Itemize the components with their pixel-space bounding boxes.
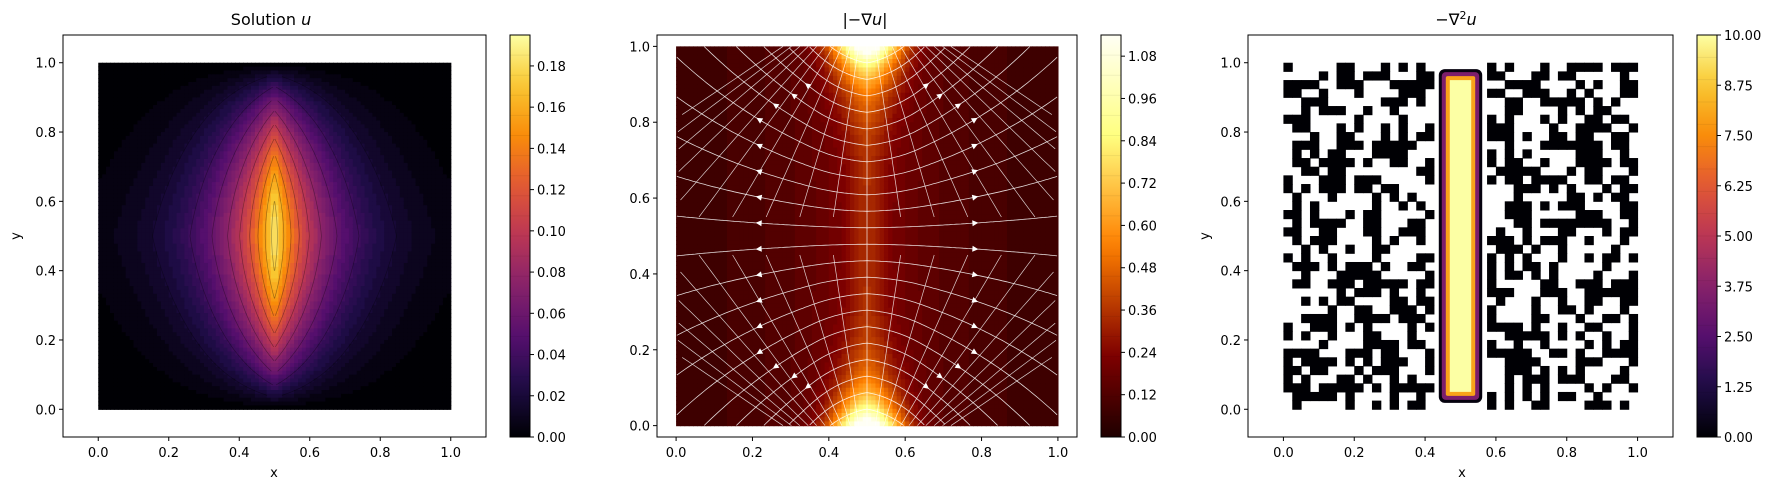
colorbar-tick-label: 0.00 [1128,431,1157,446]
ytick-label: 0.2 [35,334,56,349]
panel3-xlabel: x [1458,466,1466,481]
colorbar-tick-label: 0.12 [1128,389,1157,404]
colorbar-tick-label: 6.25 [1724,180,1753,195]
xtick-label: 0.0 [1273,446,1294,461]
colorbar-tick-label: 0.06 [537,307,566,322]
colorbar-tick-label: 7.50 [1724,130,1753,145]
ytick-label: 0.2 [1220,334,1241,349]
xtick-label: 0.2 [1344,446,1365,461]
colorbar-tick-label: 0.48 [1128,262,1157,277]
colorbar-tick-label: 0.00 [1724,431,1753,446]
colorbar-tick-label: 5.00 [1724,230,1753,245]
xtick-label: 0.6 [1486,446,1507,461]
xtick-label: 0.8 [971,446,992,461]
panel2-xticks: 0.0 0.2 0.4 0.6 0.8 1.0 [666,437,1069,461]
panel2-plot-area [676,46,1058,426]
panel2-title: |−∇u| [842,10,887,29]
panel3-ylabel: y [1198,232,1213,240]
colorbar-tick-label: 0.24 [1128,346,1157,361]
colorbar-tick-label: 0.04 [537,349,566,364]
colorbar-tick-label: 0.96 [1128,92,1157,107]
colorbar-tick-label: 3.75 [1724,280,1753,295]
xtick-label: 1.0 [1627,446,1648,461]
panel3-xticks: 0.0 0.2 0.4 0.6 0.8 1.0 [1273,437,1648,461]
panel3-yticks: 0.0 0.2 0.4 0.6 0.8 1.0 [1220,57,1248,419]
colorbar-tick-label: 8.75 [1724,79,1753,94]
xtick-label: 1.0 [440,446,461,461]
bright-band [1439,69,1482,403]
panel-laplacian: −∇2u 0.0 0.2 0.4 0.6 0.8 1.0 0.0 0.2 0.4 0.6 0.8 1… [1198,9,1761,481]
colorbar-tick-label: 0.60 [1128,219,1157,234]
colorbar-tick-label: 0.00 [537,431,566,446]
panel1-colorbar: 0.00 0.02 0.04 0.06 0.08 0.10 0.12 0.14 0.16 0.18 [510,35,566,446]
ytick-label: 1.0 [629,40,650,55]
ytick-label: 0.8 [629,116,650,131]
colorbar-tick-label: 10.00 [1724,29,1761,44]
xtick-label: 0.2 [742,446,763,461]
xtick-label: 0.2 [158,446,179,461]
panel3-title: −∇2u [1435,9,1476,29]
panel-gradient-magnitude: |−∇u| 0.0 0.2 0.4 0.6 0.8 1.0 0.0 0.2 0.4 0.6 0.8… [629,10,1157,461]
xtick-label: 0.8 [1556,446,1577,461]
ytick-label: 0.4 [629,268,650,283]
xtick-label: 0.4 [229,446,250,461]
colorbar-tick-label: 0.14 [537,142,566,157]
ytick-label: 0.0 [1220,403,1241,418]
xtick-label: 0.8 [370,446,391,461]
colorbar-tick-label: 0.16 [537,101,566,116]
ytick-label: 0.8 [35,126,56,141]
ytick-label: 0.8 [1220,126,1241,141]
xtick-label: 0.6 [895,446,916,461]
panel1-yticks: 0.0 0.2 0.4 0.6 0.8 1.0 [35,57,63,419]
colorbar-tick-label: 0.18 [537,60,566,75]
colorbar-tick-label: 0.10 [537,225,566,240]
colorbar-tick-label: 0.36 [1128,304,1157,319]
ytick-label: 0.2 [629,344,650,359]
ytick-label: 0.0 [35,403,56,418]
panel3-colorbar: 0.00 1.25 2.50 3.75 5.00 6.25 7.50 8.75 10.00 [1697,29,1761,446]
panel1-xticks: 0.0 0.2 0.4 0.6 0.8 1.0 [88,437,461,461]
panel2-colorbar: 0.00 0.12 0.24 0.36 0.48 0.60 0.72 0.84 0.96 1.08 [1101,35,1157,446]
panel1-ylabel: y [9,232,24,240]
ytick-label: 0.4 [35,265,56,280]
xtick-label: 0.4 [818,446,839,461]
colorbar-tick-label: 1.25 [1724,381,1753,396]
colorbar-tick-label: 0.08 [537,266,566,281]
panel1-xlabel: x [270,466,278,481]
xtick-label: 1.0 [1048,446,1069,461]
colorbar-tick-label: 0.02 [537,390,566,405]
colorbar-tick-label: 0.72 [1128,177,1157,192]
colorbar-tick-label: 0.84 [1128,135,1157,150]
ytick-label: 0.6 [1220,195,1241,210]
xtick-label: 0.0 [88,446,109,461]
colorbar-tick-label: 2.50 [1724,331,1753,346]
panel1-plot-area [98,63,451,410]
panel1-title: Solution u [231,10,311,29]
ytick-label: 1.0 [1220,57,1241,72]
ytick-label: 0.0 [629,420,650,435]
panel3-plot-area [1283,63,1638,410]
xtick-label: 0.4 [1415,446,1436,461]
ytick-label: 0.6 [35,195,56,210]
ytick-label: 1.0 [35,57,56,72]
panel2-yticks: 0.0 0.2 0.4 0.6 0.8 1.0 [629,40,657,434]
xtick-label: 0.6 [299,446,320,461]
ytick-label: 0.4 [1220,265,1241,280]
colorbar-tick-label: 1.08 [1128,50,1157,65]
colorbar-tick-label: 0.12 [537,184,566,199]
ytick-label: 0.6 [629,192,650,207]
xtick-label: 0.0 [666,446,687,461]
